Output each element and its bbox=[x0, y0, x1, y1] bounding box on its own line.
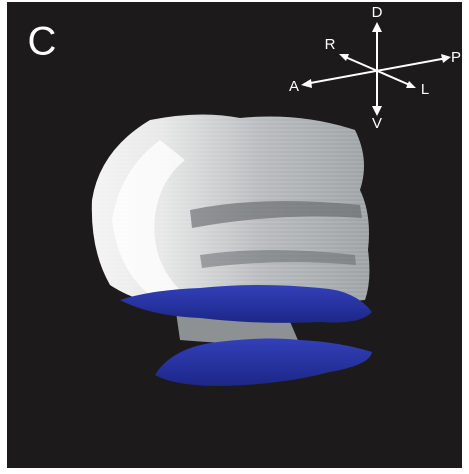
compass-label: P bbox=[451, 49, 461, 66]
compass-label: L bbox=[421, 81, 429, 98]
figure-panel: C D V A P R L bbox=[0, 0, 469, 474]
page: C D V A P R L (() => { const data = JSON… bbox=[0, 0, 469, 474]
compass-label: A bbox=[289, 78, 299, 95]
compass-label: R bbox=[325, 36, 336, 53]
panel-label: C bbox=[28, 20, 57, 64]
compass-label: D bbox=[372, 4, 383, 21]
compass-label: V bbox=[372, 115, 382, 132]
